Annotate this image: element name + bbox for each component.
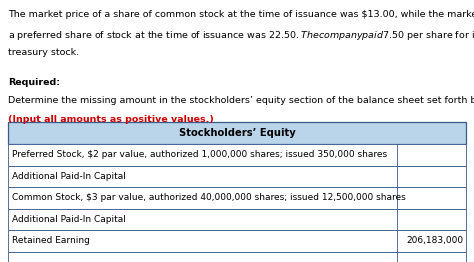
Text: Additional Paid-In Capital: Additional Paid-In Capital xyxy=(12,215,126,224)
Text: Additional Paid-In Capital: Additional Paid-In Capital xyxy=(12,172,126,181)
FancyBboxPatch shape xyxy=(8,209,466,230)
Text: The market price of a share of common stock at the time of issuance was $13.00, : The market price of a share of common st… xyxy=(8,10,474,19)
Text: Stockholders’ Equity: Stockholders’ Equity xyxy=(179,128,295,138)
FancyBboxPatch shape xyxy=(8,252,466,262)
FancyBboxPatch shape xyxy=(8,122,466,144)
FancyBboxPatch shape xyxy=(8,187,466,209)
Text: Required:: Required: xyxy=(8,78,60,86)
Text: Common Stock, $3 par value, authorized 40,000,000 shares; issued 12,500,000 shar: Common Stock, $3 par value, authorized 4… xyxy=(12,193,406,202)
Text: a preferred share of stock at the time of issuance was $22.50. The company paid : a preferred share of stock at the time o… xyxy=(8,29,474,42)
FancyBboxPatch shape xyxy=(8,166,466,187)
Text: Determine the missing amount in the stockholders’ equity section of the balance : Determine the missing amount in the stoc… xyxy=(8,96,474,105)
Text: treasury stock.: treasury stock. xyxy=(8,48,79,57)
Text: Preferred Stock, $2 par value, authorized 1,000,000 shares; issued 350,000 share: Preferred Stock, $2 par value, authorize… xyxy=(12,150,387,159)
Text: (Input all amounts as positive values.): (Input all amounts as positive values.) xyxy=(8,115,214,124)
FancyBboxPatch shape xyxy=(8,144,466,166)
FancyBboxPatch shape xyxy=(8,230,466,252)
Text: 206,183,000: 206,183,000 xyxy=(406,236,463,245)
Text: Retained Earning: Retained Earning xyxy=(12,236,90,245)
